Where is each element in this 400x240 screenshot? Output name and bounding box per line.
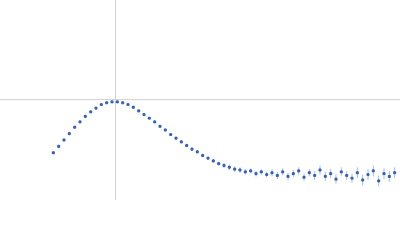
point (329, 172, 333, 176)
chart (0, 0, 400, 200)
point (265, 172, 269, 177)
point (147, 116, 151, 120)
point (211, 159, 215, 163)
point (67, 132, 71, 136)
point (57, 144, 61, 148)
point (185, 143, 189, 148)
point (73, 125, 77, 129)
point (201, 153, 205, 158)
point (275, 173, 279, 178)
point (206, 156, 210, 160)
point (174, 136, 178, 140)
point (51, 151, 55, 155)
point (323, 174, 327, 178)
point (115, 100, 119, 104)
point (334, 177, 338, 181)
point (217, 162, 221, 166)
point (190, 147, 194, 151)
point (254, 172, 258, 176)
point (361, 178, 365, 182)
point (195, 150, 199, 154)
point (179, 140, 183, 144)
point (158, 124, 162, 128)
point (339, 170, 343, 174)
point (291, 172, 295, 176)
point (371, 169, 375, 173)
point (302, 175, 306, 179)
point (233, 167, 237, 171)
point (297, 169, 301, 173)
point (243, 170, 247, 174)
point (105, 101, 109, 105)
point (249, 169, 253, 173)
point (131, 105, 135, 109)
point (238, 168, 242, 172)
point (350, 176, 354, 180)
point (355, 171, 359, 175)
point (382, 172, 386, 176)
point (286, 174, 290, 178)
point (169, 132, 173, 137)
point (387, 174, 391, 178)
point (153, 120, 157, 124)
point (99, 102, 103, 107)
point (94, 106, 98, 110)
point (227, 165, 231, 169)
point (313, 173, 317, 178)
point (393, 171, 397, 175)
point (126, 102, 130, 107)
point (163, 128, 167, 132)
point (89, 110, 93, 114)
point (318, 168, 322, 172)
point (137, 109, 141, 113)
point (62, 138, 66, 142)
point (345, 173, 349, 178)
point (259, 170, 263, 174)
point (366, 172, 370, 177)
point (281, 170, 285, 174)
point (307, 171, 311, 175)
point (270, 171, 274, 175)
point (142, 112, 146, 117)
point (110, 100, 114, 104)
point (121, 101, 125, 105)
point (377, 179, 381, 183)
point (78, 120, 82, 124)
point (83, 114, 87, 118)
point (222, 163, 226, 168)
